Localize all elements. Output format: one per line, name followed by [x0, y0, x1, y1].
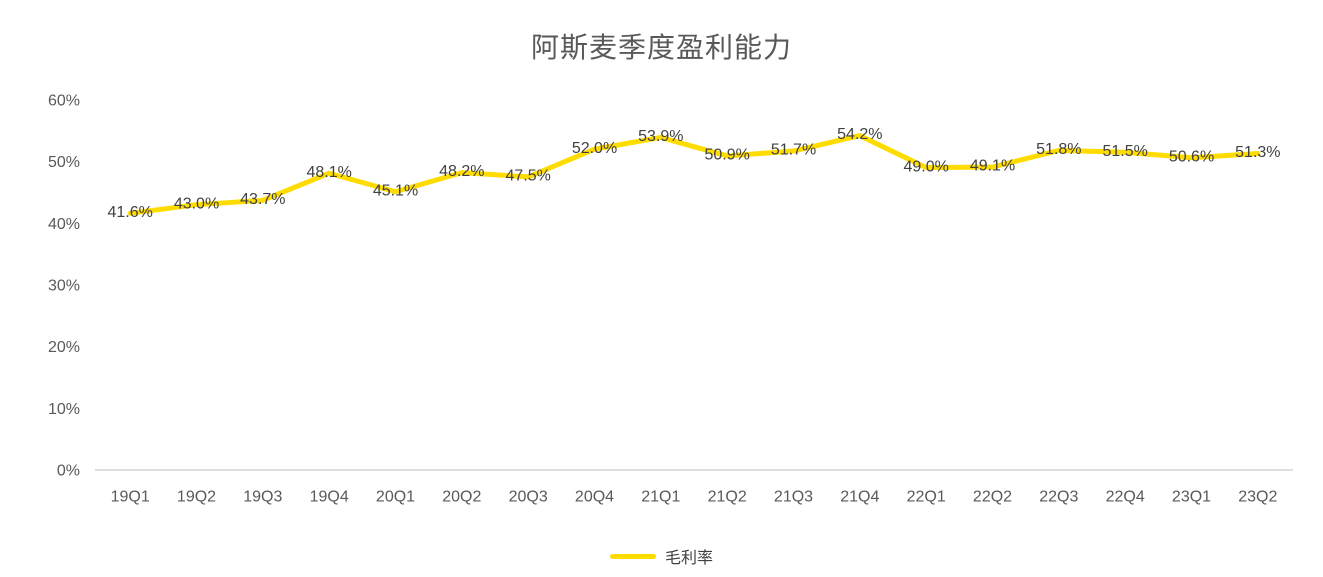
x-axis-tick-label: 19Q2 — [177, 489, 216, 506]
x-axis-tick-label: 21Q2 — [708, 489, 747, 506]
data-label: 52.0% — [572, 140, 617, 157]
data-label: 49.1% — [970, 158, 1015, 175]
y-axis-tick-label: 60% — [48, 92, 80, 109]
data-label: 45.1% — [373, 182, 418, 199]
y-axis-tick-label: 30% — [48, 278, 80, 295]
legend-line-swatch — [609, 553, 656, 559]
data-label: 48.1% — [306, 164, 351, 181]
data-label: 54.2% — [837, 126, 882, 143]
data-label: 50.9% — [704, 147, 749, 164]
x-axis-tick-label: 19Q3 — [243, 489, 282, 506]
x-axis-tick-label: 20Q4 — [575, 489, 614, 506]
data-label: 43.0% — [174, 195, 219, 212]
y-axis-tick-label: 10% — [48, 401, 80, 418]
data-label: 53.9% — [638, 128, 683, 145]
data-label: 43.7% — [240, 191, 285, 208]
x-axis-tick-label: 21Q1 — [641, 489, 680, 506]
x-axis-tick-label: 20Q2 — [442, 489, 481, 506]
data-label: 51.7% — [771, 142, 816, 159]
data-label: 51.3% — [1235, 144, 1280, 161]
x-axis-tick-label: 19Q4 — [310, 489, 349, 506]
data-label: 51.5% — [1102, 143, 1147, 160]
legend: 毛利率 — [0, 544, 1323, 568]
data-label: 50.6% — [1169, 148, 1214, 165]
x-axis-tick-label: 23Q1 — [1172, 489, 1211, 506]
x-axis-tick-label: 22Q3 — [1039, 489, 1078, 506]
data-label: 49.0% — [903, 158, 948, 175]
series-line-gross-margin — [127, 133, 1261, 216]
x-axis-tick-label: 19Q1 — [111, 489, 150, 506]
data-label: 48.2% — [439, 163, 484, 180]
y-axis-tick-label: 50% — [48, 154, 80, 171]
data-label: 47.5% — [505, 168, 550, 185]
y-axis-tick-label: 40% — [48, 216, 80, 233]
x-axis-tick-label: 21Q3 — [774, 489, 813, 506]
x-axis-tick-label: 21Q4 — [840, 489, 879, 506]
x-axis-tick-label: 23Q2 — [1238, 489, 1277, 506]
x-axis-tick-label: 20Q1 — [376, 489, 415, 506]
data-label: 41.6% — [107, 204, 152, 221]
chart-title: 阿斯麦季度盈利能力 — [530, 32, 792, 63]
x-axis-tick-label: 22Q2 — [973, 489, 1012, 506]
x-axis-tick-label: 22Q4 — [1106, 489, 1145, 506]
x-axis-tick-label: 20Q3 — [509, 489, 548, 506]
legend-series-label: 毛利率 — [664, 550, 713, 567]
x-axis-tick-label: 22Q1 — [907, 489, 946, 506]
y-axis-tick-label: 20% — [48, 339, 80, 356]
data-label: 51.8% — [1036, 141, 1081, 158]
y-axis-tick-label: 0% — [57, 463, 80, 480]
